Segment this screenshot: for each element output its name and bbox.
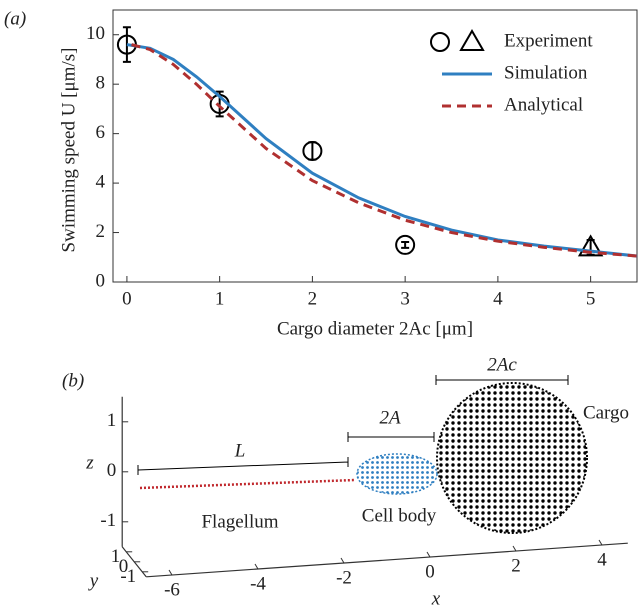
y-tick-label: 4 <box>96 171 106 192</box>
cell-body <box>356 453 438 495</box>
panel-a: (a) Cargo diameter 2Ac [μm] Swimming spe… <box>4 8 638 339</box>
x-tick <box>426 551 431 558</box>
z-tick-label: 1 <box>107 410 117 431</box>
y-tick-label: 6 <box>96 122 106 143</box>
x-tick-label: 4 <box>597 549 607 570</box>
x-tick-label: 2 <box>308 288 318 309</box>
x-axis-label: Cargo diameter 2Ac [μm] <box>277 318 473 339</box>
y-tick-label: 0 <box>119 556 129 577</box>
annotation: 2A <box>379 407 401 428</box>
series-line <box>131 43 638 258</box>
marker <box>395 234 416 255</box>
panel-label: (b) <box>62 370 84 391</box>
length-bracket <box>435 375 569 385</box>
error-bar <box>308 141 317 161</box>
legend-label: Simulation <box>504 62 588 83</box>
x-tick-label: 4 <box>493 288 503 309</box>
z-tick-label: 0 <box>107 460 117 481</box>
marker <box>577 234 604 257</box>
y-axis-label: Swimming speed U [μm/s] <box>58 48 79 253</box>
annotation: Cell body <box>362 505 437 526</box>
legend-marker <box>459 29 485 51</box>
x-tick <box>168 569 173 576</box>
plot-frame <box>112 9 638 283</box>
legend-label: Experiment <box>504 30 593 51</box>
panel-label: (a) <box>4 8 26 29</box>
y-tick-label: 1 <box>111 546 121 567</box>
legend-label: Analytical <box>504 94 583 115</box>
x-tick-label: -6 <box>164 579 180 600</box>
x-axis-label: x <box>431 588 441 608</box>
error-bar <box>401 240 410 249</box>
y-tick-label: 10 <box>86 23 105 44</box>
annotation: L <box>234 440 246 461</box>
annotation: Flagellum <box>201 511 278 532</box>
y-axis-label: y <box>88 570 99 591</box>
x-tick-label: 2 <box>511 555 521 576</box>
flagellum <box>139 478 356 490</box>
z-tick-label: -1 <box>100 510 116 531</box>
x-tick-label: -4 <box>250 573 266 594</box>
x-tick <box>254 563 259 570</box>
x-tick-label: 3 <box>400 288 410 309</box>
x-tick <box>598 539 603 546</box>
annotation: Cargo <box>583 402 629 423</box>
x-tick-label: 5 <box>586 288 596 309</box>
marker <box>302 140 323 161</box>
x-tick-label: -2 <box>336 567 352 588</box>
x-tick-label: 0 <box>122 288 132 309</box>
z-axis-label: z <box>85 452 94 473</box>
cargo <box>436 382 588 534</box>
length-bracket <box>347 432 435 442</box>
annotation: 2Ac <box>487 354 517 375</box>
x-tick-label: 0 <box>425 561 435 582</box>
y-tick-label: 0 <box>96 270 106 291</box>
legend-marker <box>430 32 450 52</box>
y-tick-label: 8 <box>96 73 106 94</box>
y-tick-label: -1 <box>120 566 136 587</box>
length-bracket <box>137 457 349 475</box>
panel-b: (b) x y z L 2A 2Ac Cargo Flagellum Cell … <box>62 354 629 608</box>
x-axis <box>146 542 628 578</box>
y-tick-label: 2 <box>96 221 106 242</box>
series-line <box>126 43 638 258</box>
x-tick <box>512 545 517 552</box>
x-tick <box>340 557 345 564</box>
x-tick-label: 1 <box>215 288 225 309</box>
